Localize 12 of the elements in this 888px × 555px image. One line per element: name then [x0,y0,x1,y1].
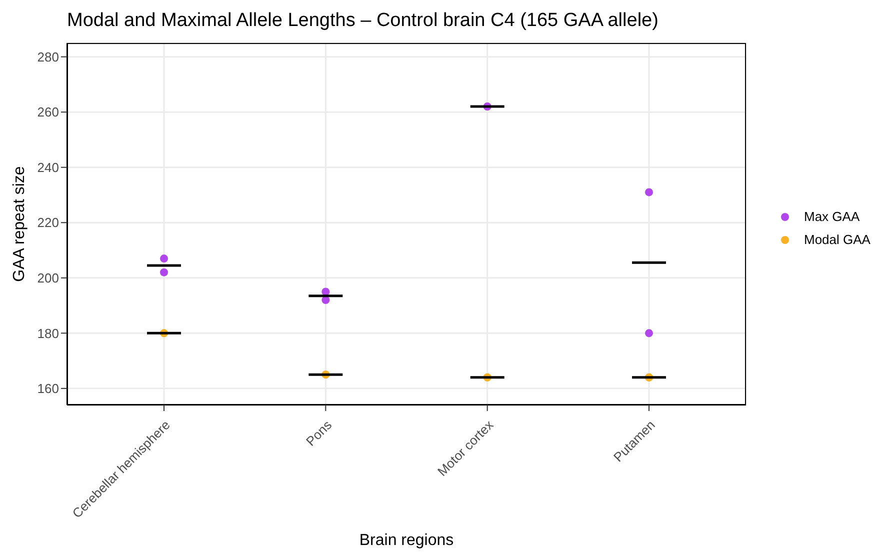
y-tick-label: 180 [37,326,59,341]
y-tick-label: 240 [37,160,59,175]
y-tick-label: 200 [37,270,59,286]
y-tick-label: 220 [37,215,59,230]
y-tick-label: 280 [37,49,59,64]
y-tick-label: 160 [37,381,59,396]
legend-label: Modal GAA [804,232,870,247]
x-axis-title: Brain regions [359,532,454,550]
legend-label: Max GAA [804,209,860,224]
y-axis-title: GAA repeat size [11,166,29,282]
chart-title: Modal and Maximal Allele Lengths – Control brain C4 (165 GAA allele) [67,10,658,32]
y-tick-label: 260 [37,104,59,120]
